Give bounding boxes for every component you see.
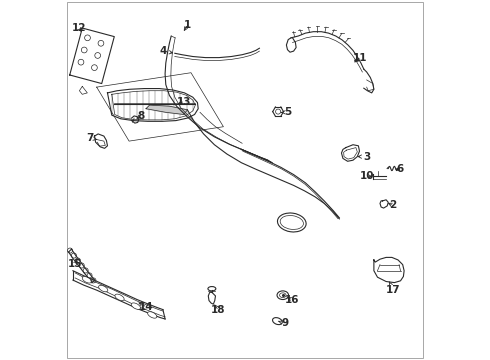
Text: 9: 9 (278, 318, 288, 328)
Text: 17: 17 (386, 282, 401, 295)
Text: 16: 16 (285, 294, 299, 305)
Polygon shape (146, 105, 187, 114)
Ellipse shape (277, 291, 289, 300)
Ellipse shape (280, 293, 286, 297)
Text: 1: 1 (184, 20, 191, 30)
Text: 15: 15 (68, 258, 82, 269)
Text: 18: 18 (211, 305, 225, 315)
Ellipse shape (82, 276, 92, 283)
Text: 10: 10 (360, 171, 375, 181)
Text: 14: 14 (139, 302, 153, 312)
Ellipse shape (272, 318, 282, 325)
Text: 3: 3 (358, 152, 371, 162)
Text: 2: 2 (389, 200, 396, 210)
Text: 13: 13 (176, 96, 191, 107)
Text: 8: 8 (137, 111, 144, 121)
Ellipse shape (280, 216, 303, 229)
Text: 6: 6 (396, 164, 403, 174)
Ellipse shape (115, 294, 124, 301)
Text: 12: 12 (72, 23, 86, 33)
Ellipse shape (277, 213, 306, 232)
Text: 11: 11 (353, 53, 368, 63)
Ellipse shape (131, 303, 141, 309)
Text: 4: 4 (159, 46, 172, 56)
Ellipse shape (98, 285, 108, 292)
Ellipse shape (147, 312, 157, 318)
Text: 7: 7 (87, 133, 97, 143)
Text: 5: 5 (281, 107, 291, 117)
Ellipse shape (208, 287, 216, 291)
